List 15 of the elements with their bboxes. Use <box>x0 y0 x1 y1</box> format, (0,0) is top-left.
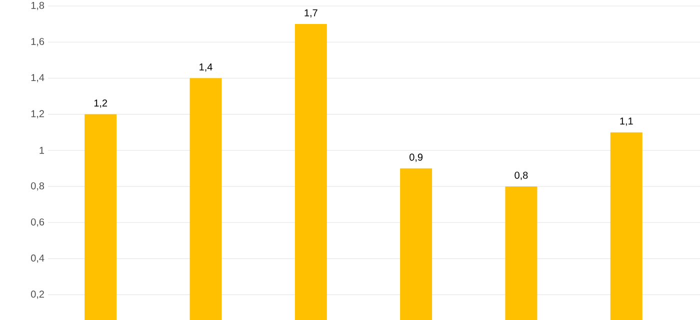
data-label: 1,1 <box>620 118 633 126</box>
data-label: 1,4 <box>200 64 212 72</box>
y-tick-label: 0,2 <box>31 290 44 299</box>
y-tick-label: 1,6 <box>31 38 44 46</box>
data-label: 0,9 <box>410 154 423 162</box>
y-tick-label: 1,8 <box>31 2 44 10</box>
y-tick-label: 0,6 <box>31 218 44 227</box>
y-tick-label: 1,4 <box>31 74 44 82</box>
y-tick-label: 1 <box>40 146 44 154</box>
data-label: 1,7 <box>304 9 318 18</box>
data-label: 1,2 <box>94 100 108 108</box>
y-tick-label: 0,8 <box>31 182 44 191</box>
y-tick-label: 1,2 <box>31 110 44 118</box>
y-tick-label: 0,4 <box>31 254 44 263</box>
data-label: 0,8 <box>514 172 528 180</box>
